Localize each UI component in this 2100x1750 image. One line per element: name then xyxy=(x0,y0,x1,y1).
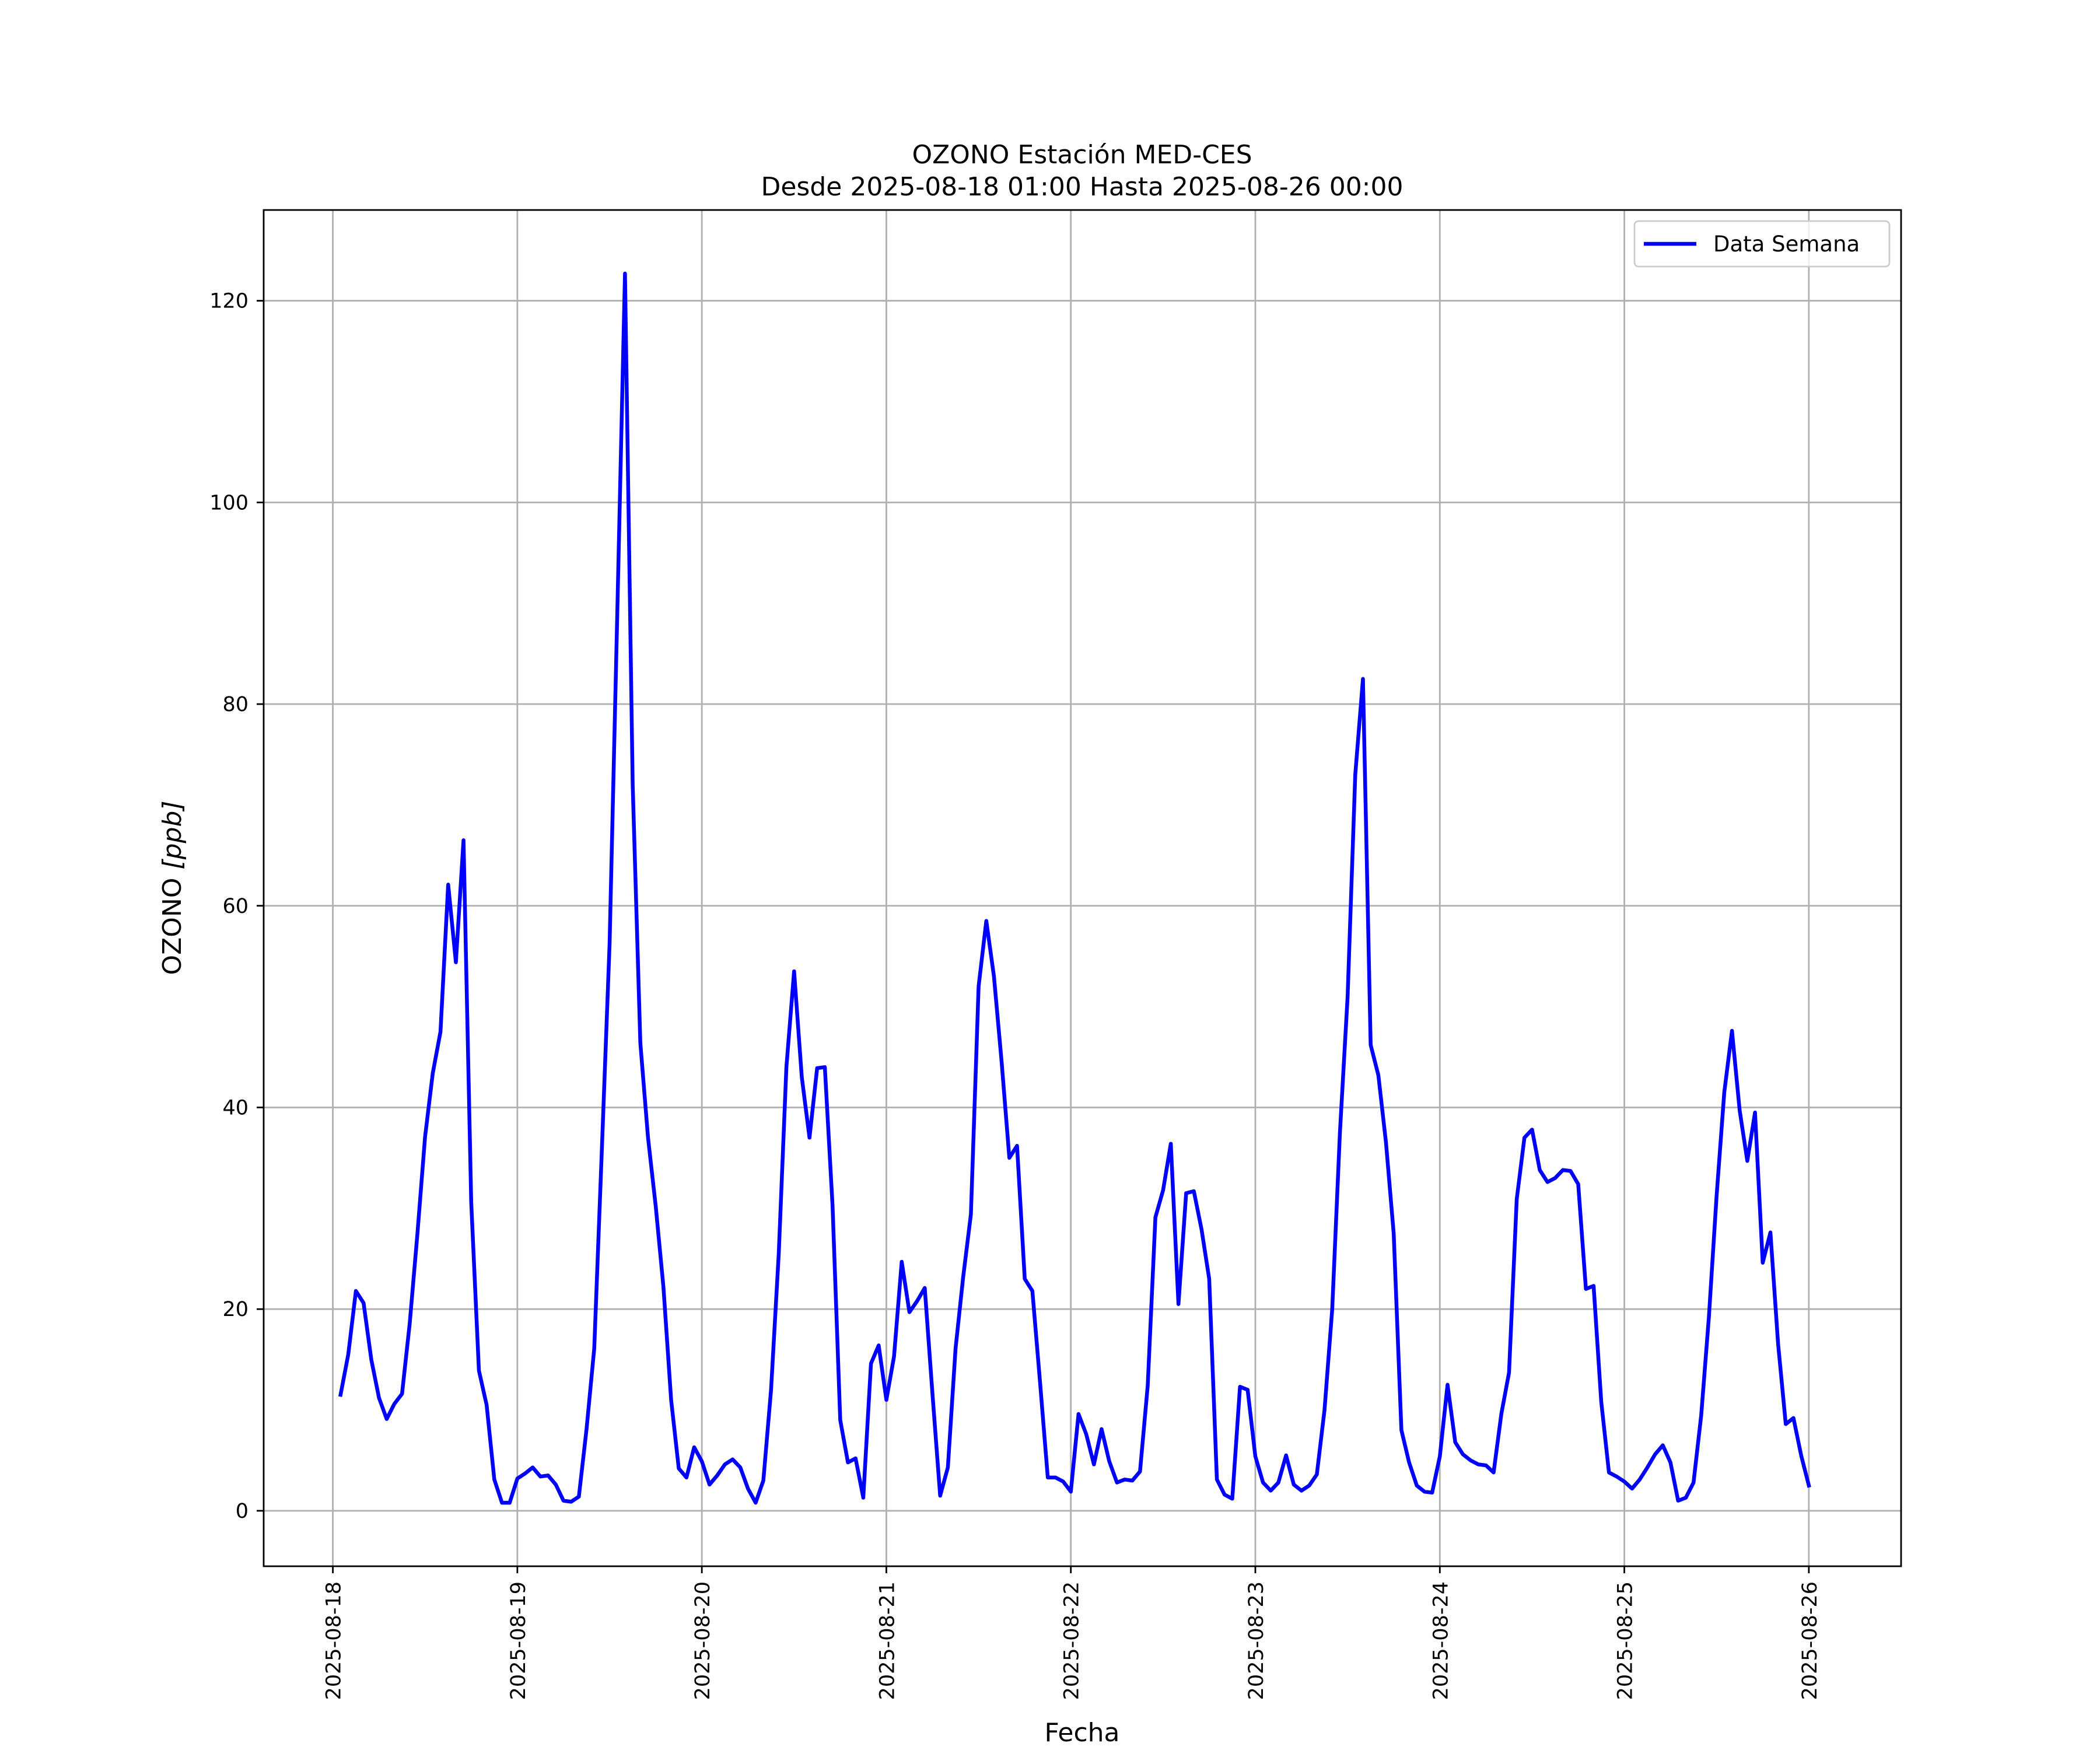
x-tick-label: 2025-08-19 xyxy=(507,1581,530,1700)
y-axis-label: OZONO [ppb] xyxy=(158,800,187,975)
axis-ticks: 2025-08-18 2025-08-19 2025-08-20 2025-08-21… xyxy=(209,290,1822,1700)
y-tick-label: 80 xyxy=(222,693,249,716)
legend-box xyxy=(1633,220,1891,268)
series-line-data-semana xyxy=(338,271,1811,1505)
x-tick-label: 2025-08-24 xyxy=(1429,1581,1452,1700)
y-tick-label: 100 xyxy=(209,491,249,514)
x-tick-label: 2025-08-20 xyxy=(691,1581,715,1700)
x-tick-label: 2025-08-26 xyxy=(1798,1581,1822,1700)
y-axis-label-text: OZONO xyxy=(158,870,187,975)
y-tick-label: 40 xyxy=(222,1096,249,1119)
x-tick-label: 2025-08-18 xyxy=(323,1581,346,1700)
plot-frame xyxy=(262,209,1902,1567)
y-axis-label-unit: [ppb] xyxy=(158,800,187,869)
y-tick-label: 20 xyxy=(222,1298,249,1321)
chart-title-line1: OZONO Estación MED-CES xyxy=(912,140,1252,170)
y-tick-label: 120 xyxy=(209,290,249,313)
x-axis-label: Fecha xyxy=(1044,1718,1119,1748)
x-tick-label: 2025-08-21 xyxy=(876,1581,899,1700)
x-tick-label: 2025-08-22 xyxy=(1060,1581,1084,1700)
chart-title-line2: Desde 2025-08-18 01:00 Hasta 2025-08-26 … xyxy=(761,172,1403,202)
x-tick-label: 2025-08-23 xyxy=(1245,1581,1268,1700)
grid-lines xyxy=(264,210,1901,1566)
legend: Data Semana xyxy=(1633,220,1891,268)
y-tick-label: 0 xyxy=(236,1500,249,1523)
legend-label-data-semana: Data Semana xyxy=(1713,232,1860,257)
y-tick-label: 60 xyxy=(222,895,249,918)
x-tick-label: 2025-08-25 xyxy=(1614,1581,1637,1700)
